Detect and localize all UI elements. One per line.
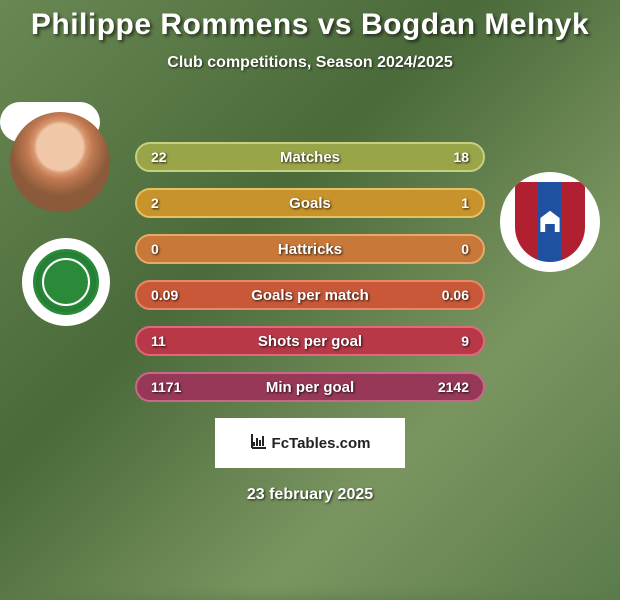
page-title: Philippe Rommens vs Bogdan Melnyk [0,8,620,42]
stat-row: 0 Hattricks 0 [135,234,485,264]
stat-right-value: 0 [461,241,469,257]
stat-label: Goals [289,195,331,212]
subtitle: Club competitions, Season 2024/2025 [0,54,620,72]
stat-left-value: 2 [151,195,159,211]
comparison-bars: 22 Matches 18 2 Goals 1 0 Hattricks 0 0.09 Goals p… [135,142,485,402]
stat-label: Matches [280,149,340,166]
comparison-area: 22 Matches 18 2 Goals 1 0 Hattricks 0 0.09 Goals p… [0,102,620,402]
club-right-badge [500,172,600,272]
stat-row: 0.09 Goals per match 0.06 [135,280,485,310]
date-text: 23 february 2025 [0,486,620,504]
watermark-text: FcTables.com [272,435,371,452]
stat-left-value: 0 [151,241,159,257]
watermark: FcTables.com [215,418,405,468]
stat-row: 22 Matches 18 [135,142,485,172]
club-left-badge [22,238,110,326]
stat-row: 11 Shots per goal 9 [135,326,485,356]
chart-icon [250,432,268,455]
stat-row: 2 Goals 1 [135,188,485,218]
stat-row: 1171 Min per goal 2142 [135,372,485,402]
player-left-avatar [10,112,110,212]
stat-left-value: 1171 [151,379,181,395]
stat-left-value: 0.09 [151,287,178,303]
stat-right-value: 18 [453,149,469,165]
stat-left-value: 22 [151,149,167,165]
stat-right-value: 1 [461,195,469,211]
content-wrapper: Philippe Rommens vs Bogdan Melnyk Club c… [0,0,620,580]
stat-left-value: 11 [151,333,166,349]
stat-label: Shots per goal [258,333,362,350]
stat-label: Min per goal [266,379,354,396]
club-right-badge-inner [515,182,585,262]
stat-right-value: 0.06 [442,287,469,303]
stat-right-value: 9 [461,333,469,349]
club-left-badge-inner [33,249,99,315]
stat-label: Hattricks [278,241,342,258]
stat-right-value: 2142 [438,379,469,395]
stat-label: Goals per match [251,287,369,304]
